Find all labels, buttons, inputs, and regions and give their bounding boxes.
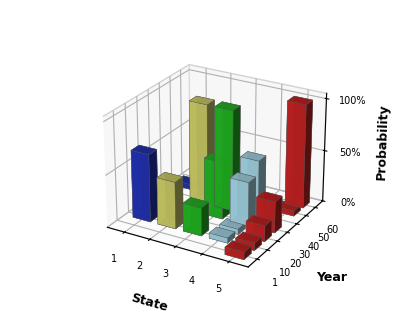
Y-axis label: Year: Year — [316, 271, 347, 284]
X-axis label: State: State — [129, 291, 169, 314]
